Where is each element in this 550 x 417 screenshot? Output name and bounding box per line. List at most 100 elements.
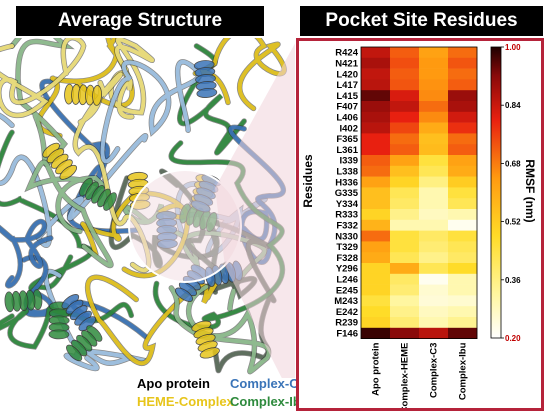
heatmap-cell <box>390 219 420 231</box>
row-label: F332 <box>336 221 358 232</box>
heatmap-cell <box>419 57 449 69</box>
heatmap-cell <box>448 68 478 80</box>
heatmap-cell <box>419 263 449 275</box>
heatmap-cell <box>448 327 478 339</box>
heatmap-cell <box>361 306 391 318</box>
protein-structure-image <box>0 38 295 378</box>
heatmap-cell <box>448 209 478 221</box>
heatmap-cell <box>390 122 420 134</box>
heatmap-cell <box>361 209 391 221</box>
heatmap-cell <box>390 209 420 221</box>
row-label: I339 <box>340 156 359 167</box>
average-structure-title: Average Structure <box>16 6 264 36</box>
column-label: Complex-C3 <box>429 343 440 398</box>
colorbar-tick-label: 0.68 <box>505 159 521 168</box>
heatmap-cell <box>419 187 449 199</box>
heatmap-cell <box>390 90 420 102</box>
heatmap-cell <box>390 57 420 69</box>
colorbar <box>490 46 502 339</box>
legend-apo-protein: Apo protein <box>137 376 210 391</box>
heatmap-cell <box>419 90 449 102</box>
heatmap-cell <box>390 68 420 80</box>
column-label: Complex-HEME <box>400 343 411 408</box>
heatmap-cell <box>361 68 391 80</box>
heatmap-cell <box>448 155 478 167</box>
row-label: N330 <box>335 231 358 242</box>
row-label: F407 <box>336 102 358 113</box>
heatmap-cell <box>448 219 478 231</box>
heatmap-cell <box>419 317 449 329</box>
heatmap-cell <box>448 47 478 59</box>
heatmap-cell <box>448 284 478 296</box>
heatmap-cell <box>419 47 449 59</box>
heatmap-cell <box>448 101 478 113</box>
heatmap-cell <box>419 273 449 285</box>
colorbar-tick-label: 0.52 <box>505 218 521 227</box>
heatmap-cell <box>419 295 449 307</box>
row-label: L406 <box>336 113 358 124</box>
row-label: F146 <box>336 329 358 340</box>
heatmap-cell <box>390 176 420 188</box>
heatmap-cell <box>419 176 449 188</box>
rmsf-heatmap: R424N421L420L417L415F407L406I402F365L361… <box>301 43 537 408</box>
heatmap-cell <box>361 317 391 329</box>
column-label: Complex-Ibu <box>458 342 469 400</box>
heatmap-cell <box>361 176 391 188</box>
row-label: F365 <box>336 134 358 145</box>
row-label: E245 <box>336 285 359 296</box>
heatmap-cell <box>448 252 478 264</box>
row-label: I402 <box>340 123 359 134</box>
heatmap-cell <box>390 187 420 199</box>
row-label: R333 <box>335 210 358 221</box>
legend-complex-c3: Complex-C3 <box>230 376 306 391</box>
heatmap-cell <box>390 317 420 329</box>
legend-complex-ibu: Complex-Ibu <box>230 394 309 409</box>
row-label: G335 <box>335 188 359 199</box>
heatmap-cell <box>361 90 391 102</box>
heatmap-cell <box>361 79 391 91</box>
heatmap-cell <box>448 111 478 123</box>
heatmap-border <box>360 46 478 340</box>
heatmap-cell <box>390 198 420 210</box>
heatmap-cell <box>390 79 420 91</box>
column-label: Apo protein <box>371 342 382 395</box>
heatmap-cell <box>448 198 478 210</box>
row-label: L338 <box>336 167 358 178</box>
heatmap-cell <box>448 187 478 199</box>
row-label: L420 <box>336 69 358 80</box>
row-label: L361 <box>336 145 358 156</box>
heatmap-cell <box>448 122 478 134</box>
colorbar-tick-label: 1.00 <box>505 43 521 52</box>
zoom-connector-wedge <box>215 43 295 378</box>
heatmap-cell <box>419 68 449 80</box>
colorbar-tick-label: 0.36 <box>505 276 521 285</box>
heatmap-cell <box>419 198 449 210</box>
heatmap-cell <box>448 306 478 318</box>
row-label: Y334 <box>336 199 359 210</box>
heatmap-cell <box>419 122 449 134</box>
heatmap-cell <box>390 101 420 113</box>
heatmap-cell <box>448 241 478 253</box>
heatmap-cell <box>390 241 420 253</box>
row-label: L246 <box>336 275 358 286</box>
heatmap-cell <box>390 284 420 296</box>
heatmap-cell <box>448 176 478 188</box>
heatmap-cell <box>361 252 391 264</box>
heatmap-cell <box>448 79 478 91</box>
heatmap-cell <box>390 155 420 167</box>
heatmap-cell <box>419 209 449 221</box>
heatmap-cell <box>361 133 391 145</box>
heatmap-cell <box>448 317 478 329</box>
row-label: E242 <box>336 307 358 318</box>
colorbar-tick-label: 0.20 <box>505 334 521 343</box>
row-label: L415 <box>336 91 358 102</box>
row-label: F328 <box>336 253 358 264</box>
heatmap-cell <box>390 133 420 145</box>
y-axis-title: Residues <box>301 154 315 208</box>
heatmap-cell <box>419 155 449 167</box>
heatmap-cell <box>419 219 449 231</box>
heatmap-cell <box>419 165 449 177</box>
heatmap-cell <box>448 273 478 285</box>
heatmap-cell <box>419 327 449 339</box>
heatmap-cell <box>361 155 391 167</box>
